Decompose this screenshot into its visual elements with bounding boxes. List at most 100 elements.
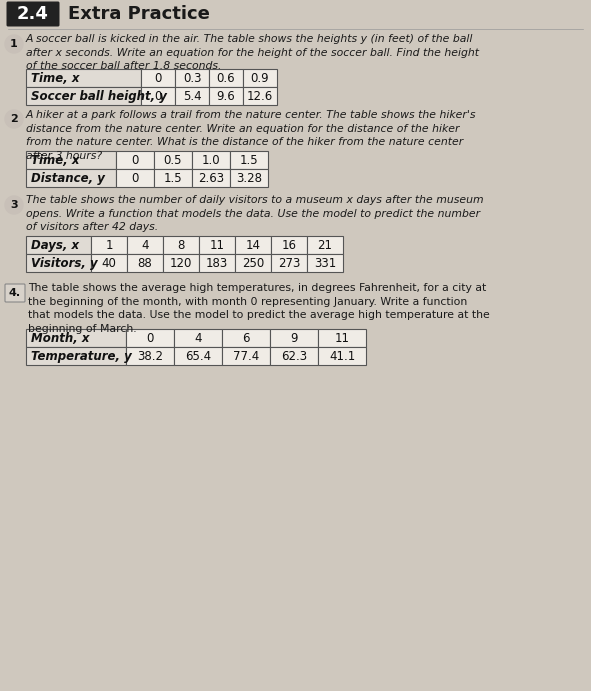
Text: Time, x: Time, x <box>31 153 80 167</box>
Bar <box>141 87 175 105</box>
FancyBboxPatch shape <box>5 284 25 302</box>
Text: 62.3: 62.3 <box>281 350 307 363</box>
Bar <box>175 87 209 105</box>
Text: 5.4: 5.4 <box>183 90 202 102</box>
Text: The table shows the average high temperatures, in degrees Fahrenheit, for a city: The table shows the average high tempera… <box>28 283 490 334</box>
Bar <box>209 69 243 87</box>
Text: 4: 4 <box>141 238 149 252</box>
Bar <box>271 254 307 272</box>
Text: 2.63: 2.63 <box>198 171 224 184</box>
Bar <box>26 87 141 105</box>
Bar <box>199 254 235 272</box>
Bar <box>243 69 277 87</box>
Text: 0: 0 <box>131 153 139 167</box>
Text: Days, x: Days, x <box>31 238 79 252</box>
Bar <box>26 151 116 169</box>
Bar <box>318 347 366 365</box>
Bar <box>222 329 270 347</box>
Text: Month, x: Month, x <box>31 332 89 345</box>
Bar <box>235 254 271 272</box>
Bar <box>192 169 230 187</box>
Text: 0: 0 <box>147 332 154 345</box>
Text: 77.4: 77.4 <box>233 350 259 363</box>
Bar <box>116 169 154 187</box>
Text: 1: 1 <box>105 238 113 252</box>
Text: 1.5: 1.5 <box>164 171 182 184</box>
Bar <box>163 236 199 254</box>
Text: 14: 14 <box>245 238 261 252</box>
Text: Temperature, y: Temperature, y <box>31 350 132 363</box>
Text: 4.: 4. <box>9 288 21 298</box>
Text: 1.0: 1.0 <box>202 153 220 167</box>
Bar <box>174 329 222 347</box>
Bar <box>26 69 141 87</box>
Text: 11: 11 <box>209 238 225 252</box>
Text: 0: 0 <box>154 90 162 102</box>
Text: 0.6: 0.6 <box>217 71 235 84</box>
Bar <box>26 236 91 254</box>
Text: 21: 21 <box>317 238 333 252</box>
Bar <box>243 87 277 105</box>
Text: 0: 0 <box>131 171 139 184</box>
Text: 183: 183 <box>206 256 228 269</box>
Bar <box>199 236 235 254</box>
Text: 0.5: 0.5 <box>164 153 182 167</box>
Bar <box>318 329 366 347</box>
Text: 3.28: 3.28 <box>236 171 262 184</box>
Bar <box>141 69 175 87</box>
Text: 8: 8 <box>177 238 184 252</box>
Text: 38.2: 38.2 <box>137 350 163 363</box>
Text: 331: 331 <box>314 256 336 269</box>
Text: The table shows the number of daily visitors to a museum x days after the museum: The table shows the number of daily visi… <box>26 195 483 232</box>
Text: 0.9: 0.9 <box>251 71 269 84</box>
Bar <box>270 329 318 347</box>
Text: 6: 6 <box>242 332 250 345</box>
Circle shape <box>5 196 23 214</box>
Bar <box>209 87 243 105</box>
Text: 273: 273 <box>278 256 300 269</box>
Bar <box>91 254 127 272</box>
Text: 0: 0 <box>154 71 162 84</box>
Bar <box>26 347 126 365</box>
Bar <box>307 236 343 254</box>
Text: 3: 3 <box>10 200 18 210</box>
Text: 250: 250 <box>242 256 264 269</box>
Bar <box>235 236 271 254</box>
Text: 2.4: 2.4 <box>17 5 49 23</box>
Bar <box>271 236 307 254</box>
Bar <box>26 169 116 187</box>
Text: Visitors, y: Visitors, y <box>31 256 98 269</box>
Bar <box>230 169 268 187</box>
Bar <box>26 254 91 272</box>
Text: Soccer ball height, y: Soccer ball height, y <box>31 90 167 102</box>
Text: 4: 4 <box>194 332 202 345</box>
Bar <box>116 151 154 169</box>
Text: 11: 11 <box>335 332 349 345</box>
Bar <box>91 236 127 254</box>
Bar <box>175 69 209 87</box>
Bar <box>174 347 222 365</box>
Bar <box>307 254 343 272</box>
Bar <box>230 151 268 169</box>
Circle shape <box>5 35 23 53</box>
Bar <box>154 169 192 187</box>
Text: 40: 40 <box>102 256 116 269</box>
Text: 9: 9 <box>290 332 298 345</box>
Bar <box>192 151 230 169</box>
Text: 2: 2 <box>10 114 18 124</box>
Text: 88: 88 <box>138 256 152 269</box>
Text: 0.3: 0.3 <box>183 71 202 84</box>
Bar <box>154 151 192 169</box>
Text: 41.1: 41.1 <box>329 350 355 363</box>
Text: 9.6: 9.6 <box>217 90 235 102</box>
Text: 1: 1 <box>10 39 18 49</box>
Text: 1.5: 1.5 <box>240 153 258 167</box>
Text: Extra Practice: Extra Practice <box>68 5 210 23</box>
Text: 16: 16 <box>281 238 297 252</box>
Text: 65.4: 65.4 <box>185 350 211 363</box>
Bar <box>270 347 318 365</box>
Bar <box>127 236 163 254</box>
Bar <box>127 254 163 272</box>
Text: 120: 120 <box>170 256 192 269</box>
Bar <box>126 347 174 365</box>
